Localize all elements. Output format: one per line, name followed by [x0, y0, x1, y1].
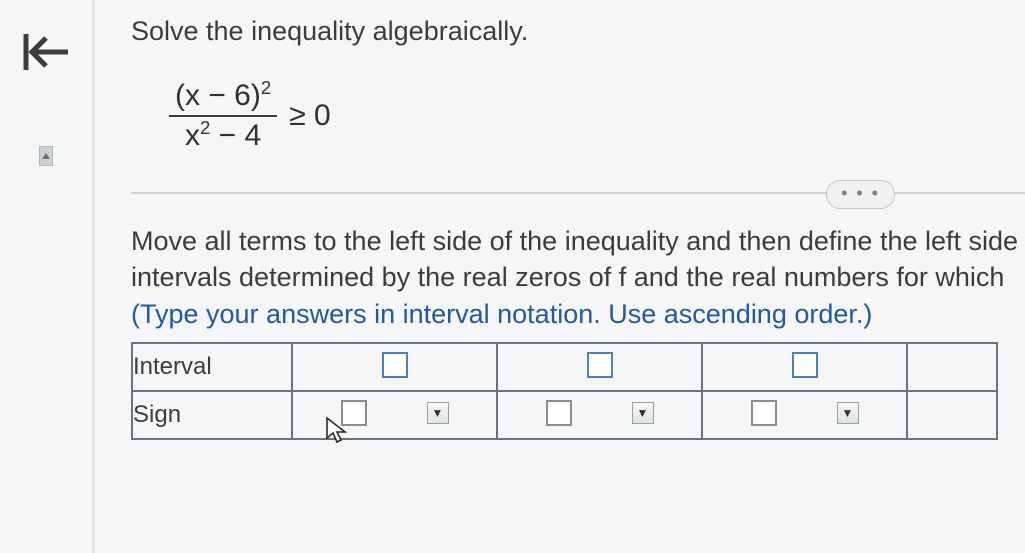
back-arrow-icon [18, 28, 74, 76]
inequality-expression: (x − 6)2 x2 − 4 ≥ 0 [169, 77, 1025, 155]
instruction-line-1: Move all terms to the left side of the i… [131, 223, 1025, 259]
sign-row: Sign ▼ ▼ ▼ [132, 391, 997, 439]
back-button[interactable] [18, 28, 74, 76]
caret-up-icon [41, 152, 51, 160]
denominator-left: x [185, 119, 200, 152]
numerator-exponent: 2 [261, 77, 271, 98]
fraction-denominator: x2 − 4 [179, 117, 267, 155]
instruction-hint: (Type your answers in interval notation.… [131, 296, 1025, 332]
sign-dropdown-3[interactable]: ▼ [751, 400, 859, 426]
instructions-block: Move all terms to the left side of the i… [131, 223, 1025, 332]
instruction-line-2: intervals determined by the real zeros o… [131, 259, 1025, 295]
more-pill-button[interactable]: • • • [826, 180, 895, 209]
interval-input-1[interactable] [382, 352, 408, 378]
denominator-right: − 4 [210, 119, 261, 152]
interval-cell-4 [907, 343, 997, 391]
sign-dropdown-2[interactable]: ▼ [546, 400, 654, 426]
interval-cell-3 [702, 343, 907, 391]
section-divider: • • • [131, 191, 1025, 193]
caret-down-icon: ▼ [427, 402, 449, 424]
relation-symbol: ≥ 0 [289, 99, 330, 133]
interval-input-2[interactable] [587, 352, 613, 378]
scroll-up-button[interactable] [39, 146, 53, 166]
caret-down-icon: ▼ [632, 402, 654, 424]
dropdown-box-icon [341, 400, 367, 426]
sign-cell-4 [907, 391, 997, 439]
sign-cell-3: ▼ [702, 391, 907, 439]
interval-input-3[interactable] [792, 352, 818, 378]
caret-down-icon: ▼ [837, 402, 859, 424]
denominator-exponent: 2 [200, 117, 210, 138]
dropdown-box-icon [751, 400, 777, 426]
sign-row-label: Sign [132, 391, 292, 439]
sign-cell-1: ▼ [292, 391, 497, 439]
left-rail [0, 0, 92, 553]
interval-row: Interval [132, 343, 997, 391]
sign-table: Interval Sign ▼ ▼ [131, 342, 998, 440]
problem-prompt: Solve the inequality algebraically. [131, 16, 1025, 47]
interval-cell-1 [292, 343, 497, 391]
sign-cell-2: ▼ [497, 391, 702, 439]
sign-dropdown-1[interactable]: ▼ [341, 400, 449, 426]
fraction-numerator: (x − 6)2 [169, 77, 277, 115]
fraction: (x − 6)2 x2 − 4 [169, 77, 277, 155]
numerator-base: (x − 6) [175, 79, 261, 112]
interval-cell-2 [497, 343, 702, 391]
dropdown-box-icon [546, 400, 572, 426]
content-area: Solve the inequality algebraically. (x −… [95, 0, 1025, 553]
interval-row-label: Interval [132, 343, 292, 391]
